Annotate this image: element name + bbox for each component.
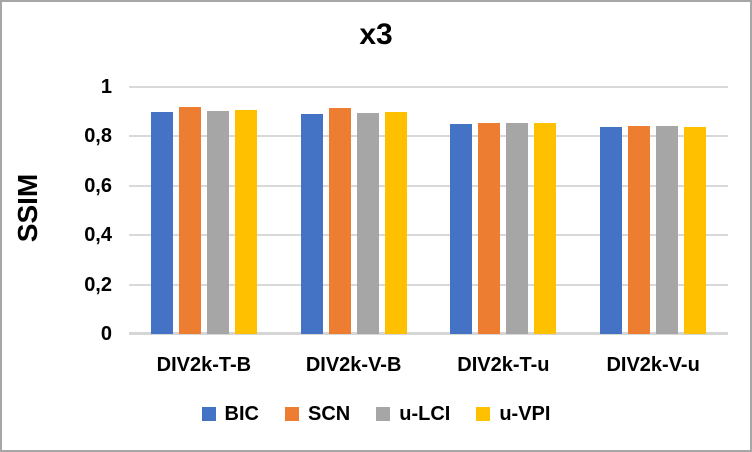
- chart-title: x3: [359, 18, 393, 51]
- gridline: [129, 86, 728, 88]
- bar-u-vpi: [534, 123, 557, 334]
- bar-group-div2k-v-b: [279, 87, 429, 334]
- bar-u-vpi: [234, 109, 257, 334]
- y-tick-label: 0,4: [84, 224, 112, 247]
- x-tick-label: DIV2k-T-u: [457, 354, 550, 376]
- legend-swatch-icon: [376, 407, 391, 421]
- legend-swatch-icon: [285, 407, 299, 421]
- bar-group-div2k-v-u: [578, 87, 728, 334]
- y-tick-label: 1: [100, 76, 112, 98]
- legend-label: u-VPI: [499, 403, 551, 425]
- legend-label: BIC: [224, 403, 259, 425]
- legend-swatch-icon: [476, 407, 491, 421]
- bar-u-vpi: [384, 111, 407, 334]
- x-tick-label: DIV2k-T-B: [156, 354, 252, 376]
- gridline: [129, 135, 728, 138]
- bar-u-lci: [656, 126, 679, 334]
- bar-bic: [600, 127, 623, 334]
- y-tick-label: 0,8: [84, 125, 112, 148]
- bar-bic: [150, 112, 173, 334]
- bar-scn: [328, 108, 351, 334]
- legend-item-u-lci: u-LCI: [376, 402, 450, 426]
- y-tick-label: 0,2: [84, 273, 112, 296]
- bar-u-vpi: [684, 127, 707, 334]
- legend-item-bic: BIC: [201, 402, 259, 426]
- bar-scn: [478, 123, 501, 334]
- gridline: [129, 283, 728, 286]
- legend-item-scn: SCN: [285, 402, 350, 426]
- legend-label: SCN: [308, 403, 351, 425]
- bar-group-div2k-t-u: [429, 87, 579, 334]
- gridline: [129, 234, 728, 237]
- bar-scn: [628, 126, 651, 334]
- bar-bic: [300, 113, 323, 334]
- bar-u-lci: [356, 112, 379, 334]
- x-axis-line: [129, 332, 728, 335]
- legend-label: u-LCI: [399, 403, 451, 425]
- bar-scn: [178, 106, 201, 334]
- y-tick-label: 0: [100, 323, 112, 345]
- y-tick-label: 0,6: [84, 174, 112, 197]
- x-tick-label: DIV2k-V-u: [606, 354, 700, 376]
- x-tick-label: DIV2k-V-B: [305, 354, 402, 376]
- bar-u-lci: [506, 123, 529, 334]
- bar-bic: [450, 124, 473, 334]
- plot-area: [129, 86, 728, 335]
- legend-swatch-icon: [201, 407, 216, 421]
- legend: BIC SCN u-LCI u-VPI: [2, 402, 750, 426]
- bar-group-div2k-t-b: [129, 87, 279, 334]
- x-axis-labels: DIV2k-T-B DIV2k-V-B DIV2k-T-u DIV2k-V-u: [129, 352, 728, 378]
- legend-item-u-vpi: u-VPI: [476, 402, 550, 426]
- bar-u-lci: [206, 110, 229, 334]
- gridline: [129, 184, 728, 187]
